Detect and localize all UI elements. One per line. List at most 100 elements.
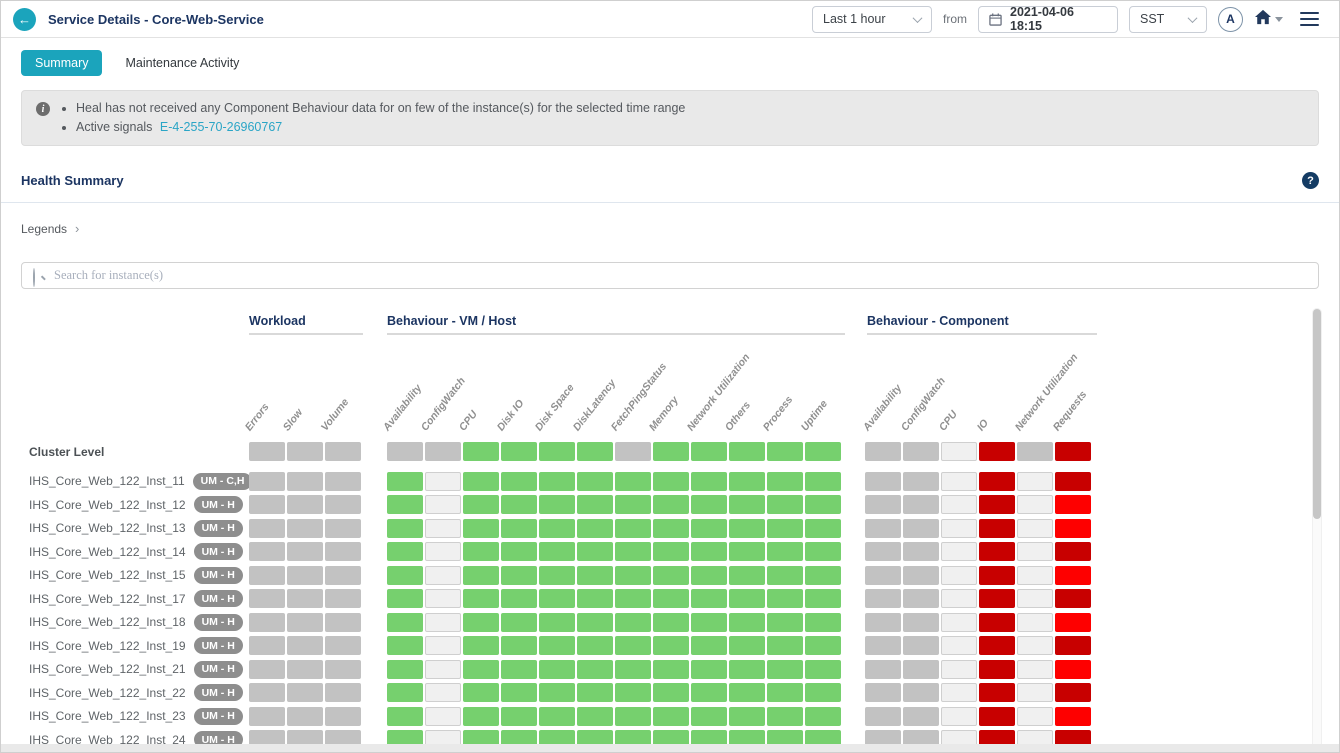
matrix-cell[interactable] <box>463 659 499 679</box>
matrix-cell[interactable] <box>463 636 499 656</box>
matrix-cell[interactable] <box>979 442 1015 462</box>
matrix-cell[interactable] <box>501 636 537 656</box>
matrix-cell[interactable] <box>501 706 537 726</box>
matrix-cell[interactable] <box>691 495 727 515</box>
matrix-cell[interactable] <box>577 589 613 609</box>
matrix-cell[interactable] <box>653 495 689 515</box>
matrix-cell[interactable] <box>767 589 803 609</box>
matrix-cell[interactable] <box>387 542 423 562</box>
matrix-cell[interactable] <box>615 659 651 679</box>
matrix-cell[interactable] <box>387 683 423 703</box>
matrix-cell[interactable] <box>941 612 977 632</box>
instance-name[interactable]: IHS_Core_Web_122_Inst_15 <box>29 568 186 583</box>
matrix-cell[interactable] <box>729 542 765 562</box>
matrix-cell[interactable] <box>577 471 613 491</box>
matrix-cell[interactable] <box>425 636 461 656</box>
search-input[interactable] <box>21 262 1319 289</box>
matrix-cell[interactable] <box>767 706 803 726</box>
matrix-cell[interactable] <box>979 706 1015 726</box>
matrix-cell[interactable] <box>287 495 323 515</box>
matrix-cell[interactable] <box>1017 589 1053 609</box>
matrix-cell[interactable] <box>805 706 841 726</box>
matrix-cell[interactable] <box>387 612 423 632</box>
instance-name[interactable]: IHS_Core_Web_122_Inst_23 <box>29 709 186 724</box>
matrix-cell[interactable] <box>539 636 575 656</box>
matrix-cell[interactable] <box>249 612 285 632</box>
matrix-cell[interactable] <box>903 612 939 632</box>
matrix-cell[interactable] <box>767 565 803 585</box>
matrix-cell[interactable] <box>691 471 727 491</box>
matrix-cell[interactable] <box>903 442 939 462</box>
matrix-cell[interactable] <box>1017 706 1053 726</box>
matrix-cell[interactable] <box>463 471 499 491</box>
matrix-cell[interactable] <box>325 683 361 703</box>
matrix-cell[interactable] <box>615 495 651 515</box>
matrix-cell[interactable] <box>287 612 323 632</box>
matrix-cell[interactable] <box>425 442 461 462</box>
instance-name[interactable]: IHS_Core_Web_122_Inst_17 <box>29 591 186 606</box>
matrix-cell[interactable] <box>979 589 1015 609</box>
matrix-cell[interactable] <box>501 565 537 585</box>
matrix-cell[interactable] <box>387 636 423 656</box>
matrix-cell[interactable] <box>691 683 727 703</box>
matrix-cell[interactable] <box>805 542 841 562</box>
matrix-cell[interactable] <box>387 442 423 462</box>
matrix-cell[interactable] <box>805 565 841 585</box>
matrix-cell[interactable] <box>387 659 423 679</box>
matrix-cell[interactable] <box>865 565 901 585</box>
matrix-cell[interactable] <box>615 442 651 462</box>
matrix-cell[interactable] <box>287 565 323 585</box>
matrix-cell[interactable] <box>1017 542 1053 562</box>
matrix-cell[interactable] <box>729 659 765 679</box>
matrix-cell[interactable] <box>941 471 977 491</box>
matrix-cell[interactable] <box>1055 542 1091 562</box>
matrix-cell[interactable] <box>287 683 323 703</box>
matrix-cell[interactable] <box>729 518 765 538</box>
instance-name[interactable]: IHS_Core_Web_122_Inst_13 <box>29 521 186 536</box>
matrix-cell[interactable] <box>691 589 727 609</box>
matrix-cell[interactable] <box>615 542 651 562</box>
matrix-cell[interactable] <box>941 518 977 538</box>
matrix-cell[interactable] <box>501 589 537 609</box>
matrix-cell[interactable] <box>577 518 613 538</box>
matrix-cell[interactable] <box>501 542 537 562</box>
matrix-cell[interactable] <box>1017 471 1053 491</box>
matrix-cell[interactable] <box>539 683 575 703</box>
instance-name[interactable]: IHS_Core_Web_122_Inst_18 <box>29 615 186 630</box>
matrix-cell[interactable] <box>941 706 977 726</box>
matrix-cell[interactable] <box>691 636 727 656</box>
matrix-cell[interactable] <box>463 589 499 609</box>
matrix-cell[interactable] <box>249 589 285 609</box>
matrix-cell[interactable] <box>979 612 1015 632</box>
matrix-cell[interactable] <box>941 542 977 562</box>
matrix-cell[interactable] <box>691 542 727 562</box>
matrix-cell[interactable] <box>729 589 765 609</box>
matrix-cell[interactable] <box>729 706 765 726</box>
matrix-cell[interactable] <box>463 518 499 538</box>
matrix-cell[interactable] <box>501 683 537 703</box>
matrix-cell[interactable] <box>325 612 361 632</box>
matrix-cell[interactable] <box>767 495 803 515</box>
matrix-cell[interactable] <box>691 442 727 462</box>
matrix-cell[interactable] <box>941 495 977 515</box>
matrix-cell[interactable] <box>653 589 689 609</box>
matrix-cell[interactable] <box>653 565 689 585</box>
matrix-cell[interactable] <box>501 518 537 538</box>
matrix-cell[interactable] <box>249 442 285 462</box>
instance-name[interactable]: IHS_Core_Web_122_Inst_19 <box>29 638 186 653</box>
matrix-cell[interactable] <box>653 542 689 562</box>
instance-name[interactable]: IHS_Core_Web_122_Inst_22 <box>29 685 186 700</box>
home-menu[interactable] <box>1254 9 1283 30</box>
matrix-cell[interactable] <box>425 471 461 491</box>
matrix-cell[interactable] <box>767 542 803 562</box>
matrix-cell[interactable] <box>425 706 461 726</box>
matrix-cell[interactable] <box>425 612 461 632</box>
matrix-cell[interactable] <box>767 636 803 656</box>
matrix-cell[interactable] <box>979 471 1015 491</box>
matrix-cell[interactable] <box>577 542 613 562</box>
matrix-cell[interactable] <box>691 565 727 585</box>
matrix-cell[interactable] <box>325 518 361 538</box>
matrix-cell[interactable] <box>387 518 423 538</box>
matrix-cell[interactable] <box>387 589 423 609</box>
matrix-cell[interactable] <box>729 495 765 515</box>
